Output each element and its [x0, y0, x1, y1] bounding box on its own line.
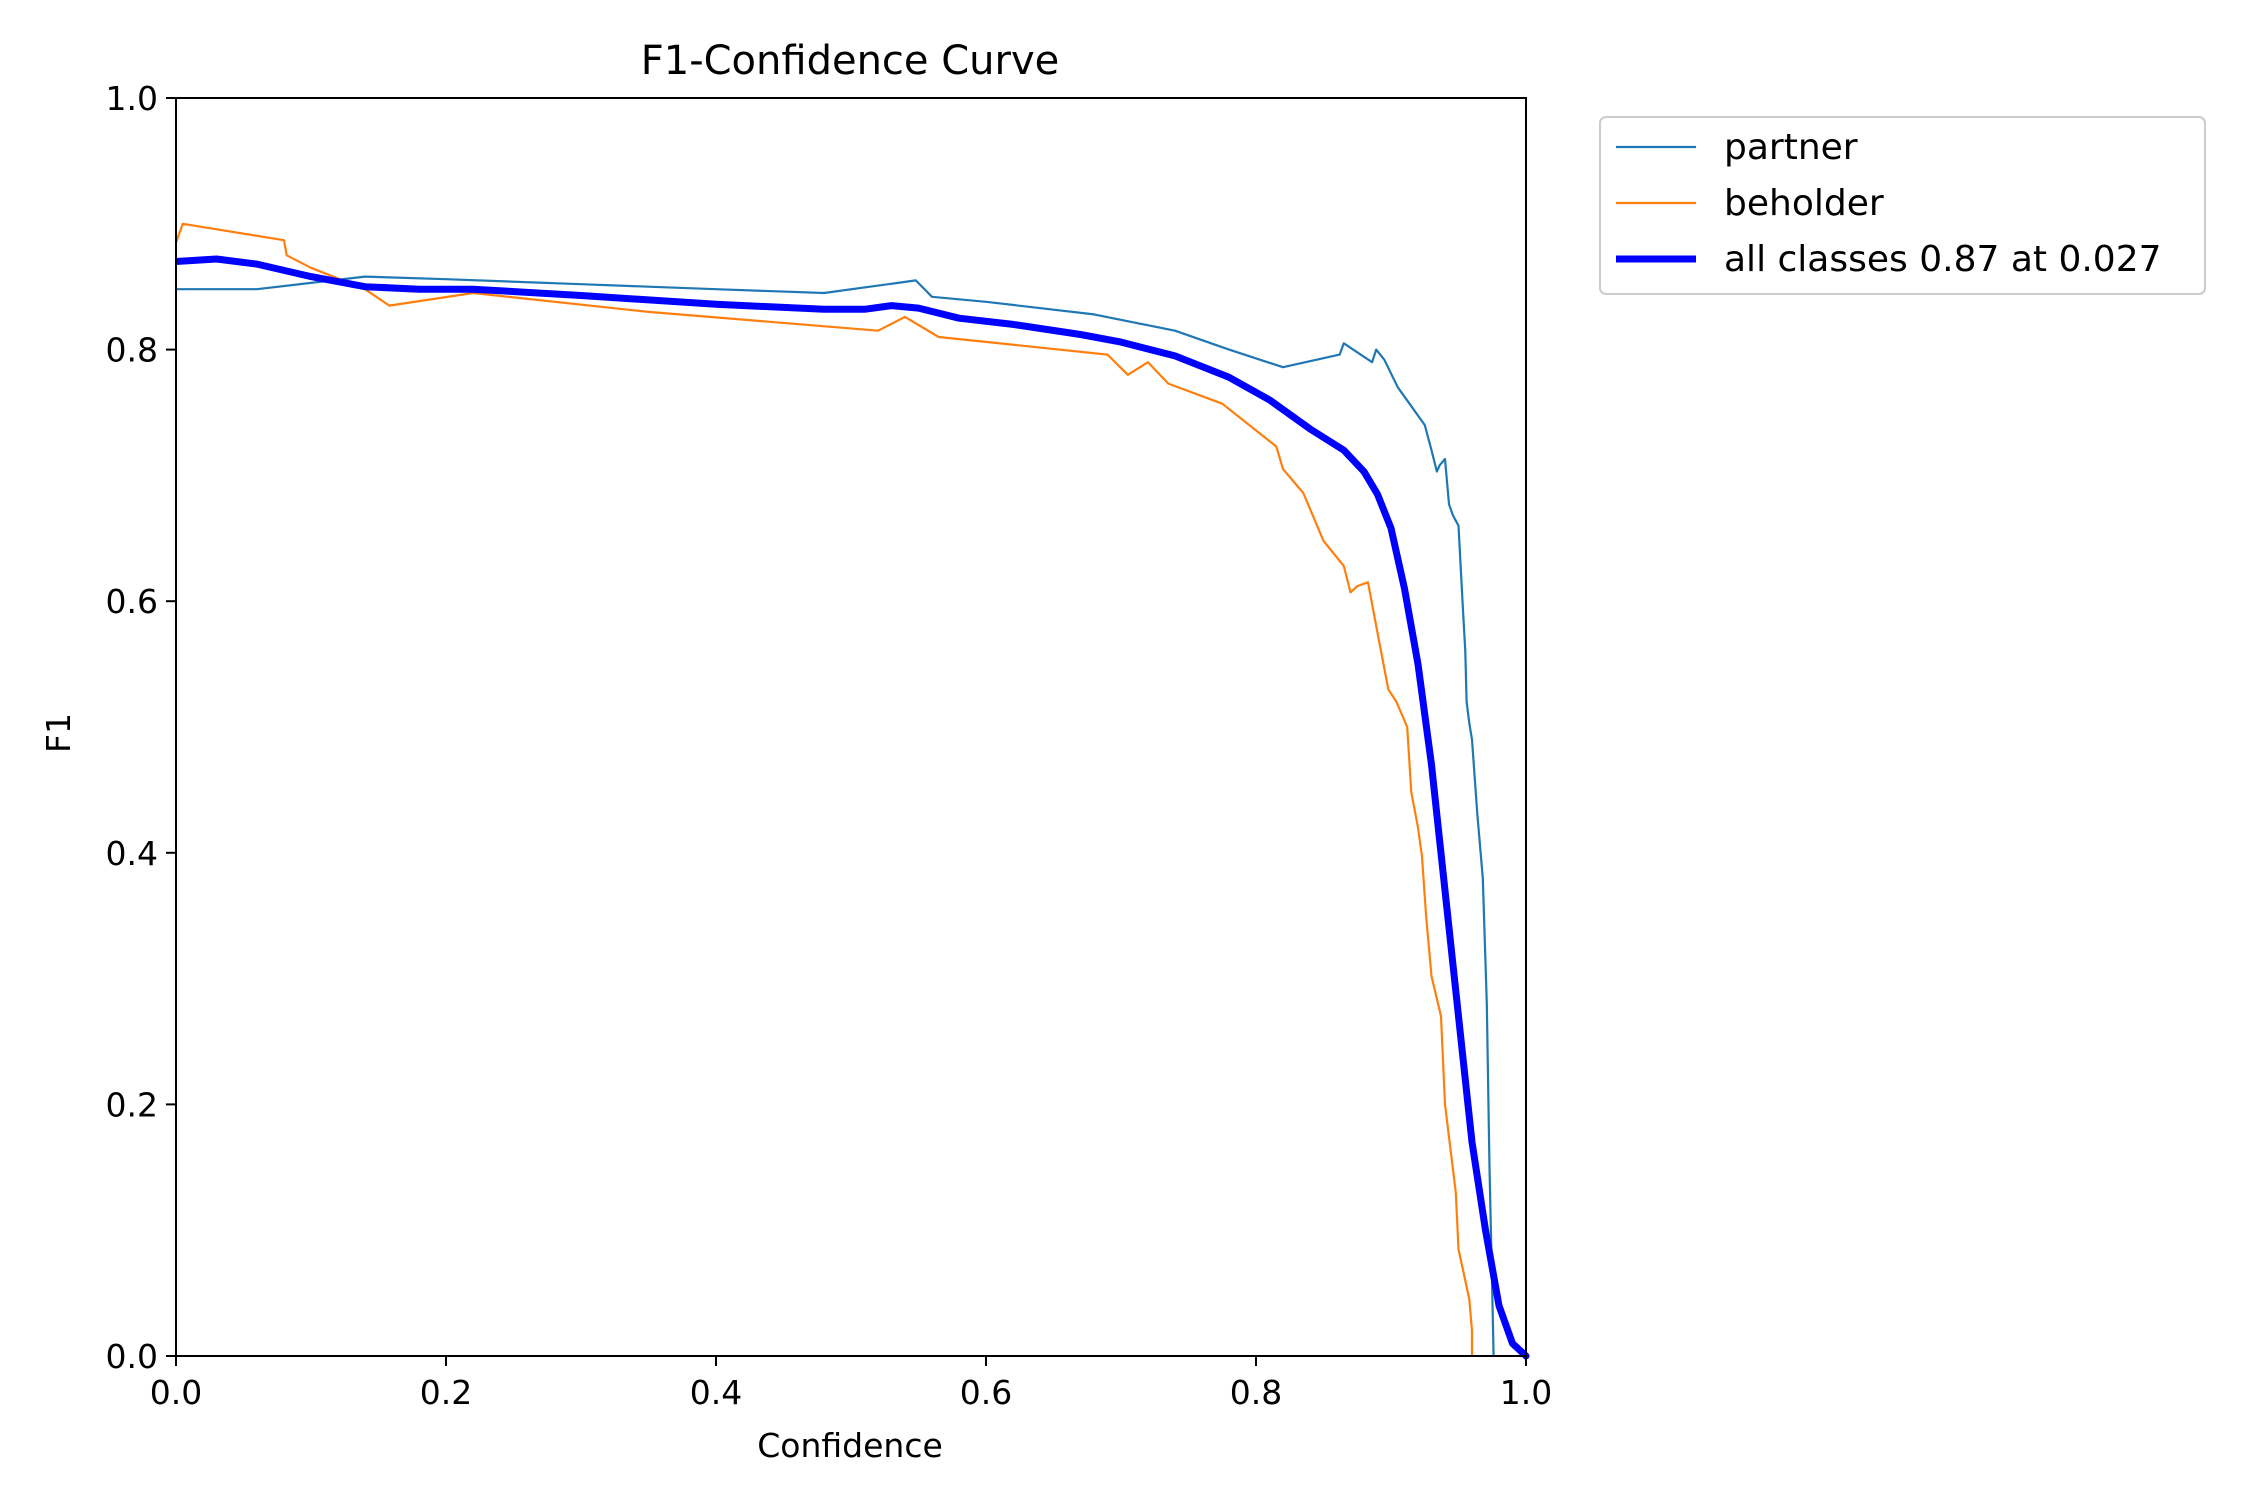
- legend-label: beholder: [1724, 183, 1884, 224]
- y-tick-label: 0.2: [106, 1085, 158, 1124]
- plot-area: [176, 222, 1530, 1360]
- x-tick-label: 0.8: [1230, 1373, 1282, 1412]
- y-tick-label: 0.0: [106, 1337, 158, 1376]
- y-axis-label: F1: [39, 713, 78, 753]
- y-tick-label: 0.8: [106, 331, 158, 370]
- series-line-all-classes-0-87-at-0-027: [176, 255, 1530, 1360]
- legend-label: all classes 0.87 at 0.027: [1724, 239, 2162, 280]
- x-axis-label: Confidence: [757, 1426, 943, 1465]
- x-tick-label: 0.4: [690, 1373, 742, 1412]
- legend-label: partner: [1724, 127, 1858, 168]
- x-tick-label: 0.6: [960, 1373, 1012, 1412]
- x-tick-label: 0.2: [420, 1373, 472, 1412]
- axes: 0.0 0.2 0.4 0.6 0.8 1.0 0.0 0.2 0.4 0.6 0.8 1.0: [106, 79, 1553, 1412]
- y-tick-label: 0.6: [106, 582, 158, 621]
- x-tick-label: 0.0: [150, 1373, 202, 1412]
- chart-title: F1-Confidence Curve: [641, 38, 1060, 84]
- legend: partner beholder all classes 0.87 at 0.027: [1599, 116, 2206, 295]
- plot-frame: [175, 97, 1527, 1357]
- y-tick-label: 1.0: [106, 79, 158, 118]
- x-tick-label: 1.0: [1500, 1373, 1552, 1412]
- series-line-beholder: [176, 222, 1474, 1358]
- legend-box: [1599, 116, 2206, 295]
- series-line-partner: [176, 275, 1495, 1358]
- y-tick-label: 0.4: [106, 834, 158, 873]
